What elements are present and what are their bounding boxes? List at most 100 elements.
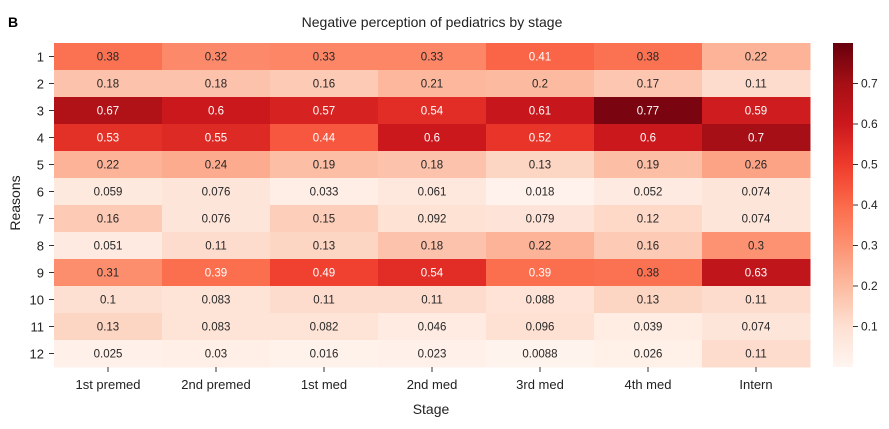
cell-value-label: 0.61: [529, 106, 551, 118]
cell-value-label: 0.023: [418, 349, 447, 361]
heatmap-cell: [702, 232, 811, 260]
heatmap-cell: [54, 151, 163, 179]
x-axis-label: Stage: [413, 401, 450, 417]
cell-value-label: 0.39: [205, 268, 227, 280]
heatmap-cell: [162, 205, 271, 233]
panel-label: B: [8, 14, 18, 30]
heatmap-cell: [162, 178, 271, 206]
cell-value-label: 0.074: [742, 187, 771, 199]
cell-value-label: 0.025: [94, 349, 123, 361]
heatmap-cell: [702, 43, 811, 71]
cell-value-label: 0.11: [745, 349, 767, 361]
cell-value-label: 0.19: [313, 160, 335, 172]
cell-value-label: 0.26: [745, 160, 767, 172]
cell-value-label: 0.31: [97, 268, 119, 280]
heatmap-cell: [702, 205, 811, 233]
cell-value-label: 0.16: [313, 79, 335, 91]
x-tick-label: 2nd premed: [181, 377, 250, 392]
y-tick-label: 3: [37, 104, 44, 119]
cell-value-label: 0.32: [205, 52, 227, 64]
cell-value-label: 0.083: [202, 322, 231, 334]
y-tick-label: 8: [37, 239, 44, 254]
heatmap-cell: [378, 340, 487, 368]
heatmap-cell: [702, 97, 811, 125]
cell-value-label: 0.026: [634, 349, 663, 361]
heatmap-cell: [702, 124, 811, 152]
heatmap-cell: [486, 151, 595, 179]
y-tick-label: 5: [37, 158, 44, 173]
cell-value-label: 0.6: [208, 106, 224, 118]
cell-value-label: 0.059: [94, 187, 123, 199]
heatmap-cell: [486, 340, 595, 368]
heatmap-cell: [594, 43, 703, 71]
heatmap-cell: [162, 124, 271, 152]
cell-value-label: 0.018: [526, 187, 555, 199]
chart-title: Negative perception of pediatrics by sta…: [302, 14, 563, 30]
cell-value-label: 0.6: [640, 133, 656, 145]
heatmap-cell: [702, 259, 811, 287]
cell-value-label: 0.051: [94, 241, 123, 253]
x-tick-label: 1st med: [301, 377, 347, 392]
heatmap-cell: [486, 124, 595, 152]
colorbar: [833, 43, 853, 367]
cell-value-label: 0.083: [202, 295, 231, 307]
cell-value-label: 0.0088: [522, 349, 557, 361]
x-tick-label: 1st premed: [75, 377, 140, 392]
heatmap-cell: [54, 232, 163, 260]
heatmap-cell: [702, 70, 811, 98]
heatmap-cell: [486, 70, 595, 98]
y-axis-label: Reasons: [7, 175, 23, 230]
heatmap-cell: [702, 313, 811, 341]
cell-value-label: 0.076: [202, 187, 231, 199]
cell-value-label: 0.11: [205, 241, 227, 253]
y-tick-label: 10: [30, 293, 44, 308]
cell-value-label: 0.046: [418, 322, 447, 334]
heatmap-cell: [162, 151, 271, 179]
heatmap-cell: [270, 205, 379, 233]
cell-value-label: 0.15: [313, 214, 335, 226]
cell-value-label: 0.54: [421, 106, 444, 118]
cell-value-label: 0.074: [742, 322, 771, 334]
heatmap-cell: [162, 340, 271, 368]
cell-value-label: 0.088: [526, 295, 555, 307]
cell-value-label: 0.016: [310, 349, 339, 361]
cell-value-label: 0.77: [637, 106, 659, 118]
heatmap-cell: [702, 340, 811, 368]
cell-value-label: 0.57: [313, 106, 335, 118]
heatmap-cell: [54, 340, 163, 368]
cell-value-label: 0.52: [529, 133, 551, 145]
heatmap-cell: [486, 259, 595, 287]
heatmap-cell: [594, 232, 703, 260]
cell-value-label: 0.33: [421, 52, 443, 64]
cell-value-label: 0.38: [637, 268, 659, 280]
heatmap-cell: [378, 205, 487, 233]
heatmap-cell: [378, 313, 487, 341]
x-tick-label: Intern: [739, 377, 772, 392]
heatmap-cell: [486, 43, 595, 71]
heatmap-cell: [270, 313, 379, 341]
x-axis-ticks: 1st premed 2nd premed 1st med 2nd med 3rd me…: [75, 367, 773, 392]
cell-value-label: 0.13: [97, 322, 119, 334]
heatmap-cell: [270, 124, 379, 152]
cell-value-label: 0.082: [310, 322, 339, 334]
cell-value-label: 0.13: [313, 241, 335, 253]
colorbar-tick-label: 0.6: [861, 117, 878, 131]
heatmap-cell: [594, 97, 703, 125]
heatmap-cell: [162, 232, 271, 260]
heatmap-cell: [486, 286, 595, 314]
heatmap-cell: [378, 232, 487, 260]
y-tick-label: 7: [37, 212, 44, 227]
cell-value-label: 0.38: [637, 52, 659, 64]
heatmap-cell: [162, 313, 271, 341]
heatmap-cell: [162, 259, 271, 287]
heatmap-cell: [594, 178, 703, 206]
cell-value-label: 0.11: [745, 295, 767, 307]
y-tick-label: 9: [37, 266, 44, 281]
y-tick-label: 1: [37, 50, 44, 65]
heatmap-cell: [702, 178, 811, 206]
heatmap-cell: [270, 286, 379, 314]
cell-value-label: 0.13: [637, 295, 659, 307]
heatmap-cell: [162, 286, 271, 314]
heatmap-cell: [270, 232, 379, 260]
heatmap-cell: [594, 70, 703, 98]
